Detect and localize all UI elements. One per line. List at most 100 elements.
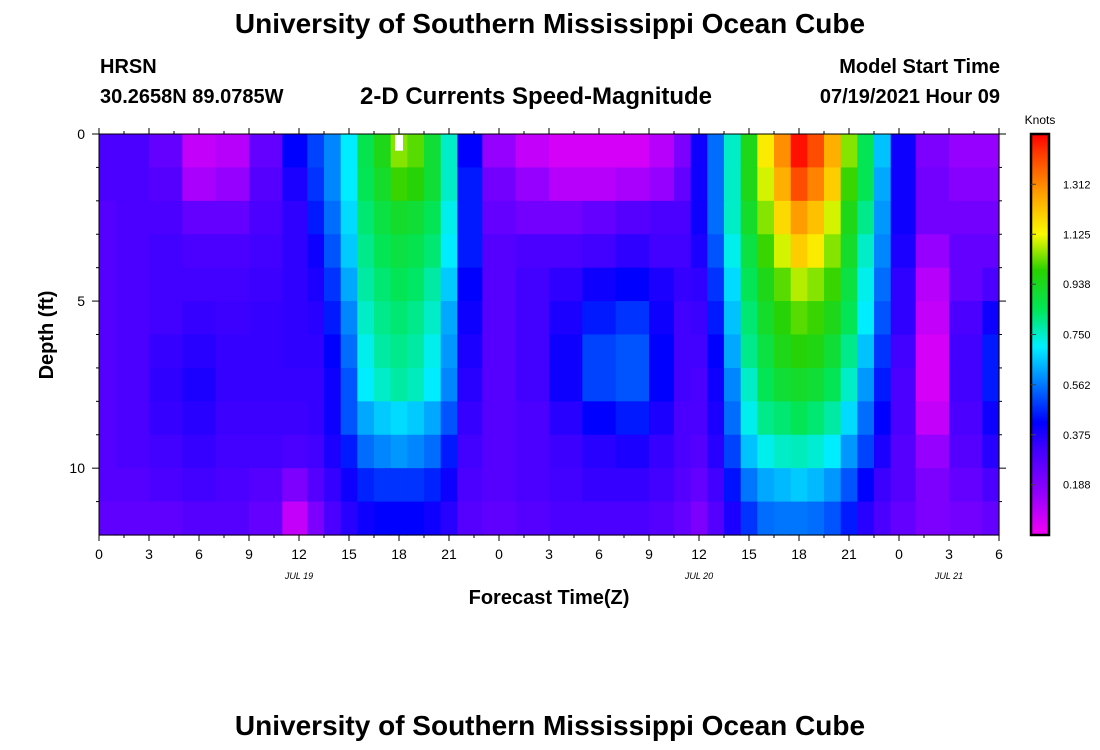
heatmap-cell xyxy=(549,234,583,269)
date-label: JUL 21 xyxy=(934,571,963,581)
heatmap-cell xyxy=(115,334,150,369)
x-tick-label: 18 xyxy=(791,546,807,562)
heatmap-cell xyxy=(99,234,117,269)
heatmap-cell xyxy=(549,134,583,169)
heatmap-cell xyxy=(807,434,825,469)
heatmap-cell xyxy=(149,401,183,436)
heatmap-cell xyxy=(757,167,775,202)
heatmap-cell xyxy=(182,501,217,536)
heatmap-cell xyxy=(99,468,117,503)
heatmap-cell xyxy=(774,468,792,503)
heatmap-cell xyxy=(457,301,483,336)
heatmap-cell xyxy=(282,334,308,369)
heatmap-cell xyxy=(407,134,425,169)
heatmap-cell xyxy=(674,501,692,536)
heatmap-cell xyxy=(407,167,425,202)
heatmap-cell xyxy=(115,468,150,503)
heatmap-cell xyxy=(549,434,583,469)
heatmap-cell xyxy=(674,468,692,503)
heatmap-cell xyxy=(307,434,325,469)
heatmap-cell xyxy=(324,401,342,436)
heatmap-cell xyxy=(482,434,517,469)
heatmap-cell xyxy=(282,501,308,536)
heatmap-cell xyxy=(824,167,842,202)
heatmap-cell xyxy=(182,301,217,336)
heatmap-cell xyxy=(357,367,375,402)
y-tick-label: 5 xyxy=(77,293,85,309)
heatmap-cell xyxy=(740,200,758,235)
x-tick-label: 12 xyxy=(691,546,707,562)
heatmap-cell xyxy=(724,468,742,503)
heatmap-cell xyxy=(515,367,550,402)
heatmap-cell xyxy=(807,367,825,402)
heatmap-cell xyxy=(890,401,917,436)
heatmap-cell xyxy=(249,401,283,436)
heatmap-cell xyxy=(857,501,875,536)
heatmap-cell xyxy=(215,501,250,536)
heatmap-cell xyxy=(690,134,708,169)
heatmap-cell xyxy=(374,167,392,202)
heatmap-cell xyxy=(149,167,183,202)
heatmap-cell xyxy=(982,367,1000,402)
heatmap-cell xyxy=(390,367,408,402)
heatmap-cell xyxy=(374,434,392,469)
heatmap-cell xyxy=(790,501,808,536)
heatmap-cell xyxy=(374,401,392,436)
heatmap-cell xyxy=(790,367,808,402)
heatmap-cell xyxy=(757,301,775,336)
heatmap-cell xyxy=(440,267,458,302)
heatmap-cell xyxy=(915,167,950,202)
heatmap-cell xyxy=(515,301,550,336)
heatmap-cell xyxy=(915,234,950,269)
heatmap-cell xyxy=(890,367,917,402)
heatmap-cell xyxy=(582,501,617,536)
heatmap-cell xyxy=(549,401,583,436)
heatmap-cell xyxy=(874,200,892,235)
colorbar-tick-label: 1.312 xyxy=(1063,179,1091,191)
chart-subtitle: 2-D Currents Speed-Magnitude xyxy=(360,83,713,110)
heatmap-cell xyxy=(840,267,858,302)
x-tick-label: 0 xyxy=(95,546,103,562)
heatmap-cell xyxy=(949,134,983,169)
heatmap-cell xyxy=(707,234,725,269)
heatmap-cell xyxy=(824,367,842,402)
heatmap-cell xyxy=(790,267,808,302)
heatmap-cell xyxy=(357,200,375,235)
heatmap-cell xyxy=(307,234,325,269)
heatmap-cell xyxy=(182,267,217,302)
heatmap-cell xyxy=(440,334,458,369)
heatmap-cell xyxy=(374,200,392,235)
heatmap-cell xyxy=(307,401,325,436)
heatmap-cell xyxy=(615,434,650,469)
heatmap-cell xyxy=(340,134,358,169)
heatmap-cell xyxy=(549,468,583,503)
heatmap-cell xyxy=(424,167,442,202)
heatmap-cell xyxy=(482,267,517,302)
heatmap-cell xyxy=(649,334,675,369)
heatmap-cell xyxy=(724,334,742,369)
heatmap-cell xyxy=(982,134,1000,169)
heatmap-cell xyxy=(457,468,483,503)
heatmap-cell xyxy=(757,468,775,503)
heatmap-cell xyxy=(740,167,758,202)
heatmap-cell xyxy=(340,267,358,302)
heatmap-cell xyxy=(824,267,842,302)
heatmap-cell xyxy=(215,167,250,202)
heatmap-cell xyxy=(949,468,983,503)
heatmap-cell xyxy=(115,434,150,469)
heatmap-cell xyxy=(840,167,858,202)
heatmap-cell xyxy=(890,134,917,169)
heatmap-cell xyxy=(340,334,358,369)
heatmap-cell xyxy=(407,401,425,436)
heatmap-cell xyxy=(874,367,892,402)
heatmap-cell xyxy=(740,367,758,402)
heatmap-cell xyxy=(390,401,408,436)
heatmap-cell xyxy=(374,301,392,336)
heatmap-chart: 0 3 6 9 12 15 18 21 0 3 6 9 12 15 18 21 0 3 6 JUL 19 JUL 20 J… xyxy=(36,113,1091,609)
heatmap-cell xyxy=(949,267,983,302)
heatmap-cell xyxy=(857,134,875,169)
heatmap-cell xyxy=(340,167,358,202)
heatmap-cell xyxy=(857,334,875,369)
heatmap-cell xyxy=(249,434,283,469)
heatmap-cell xyxy=(249,167,283,202)
